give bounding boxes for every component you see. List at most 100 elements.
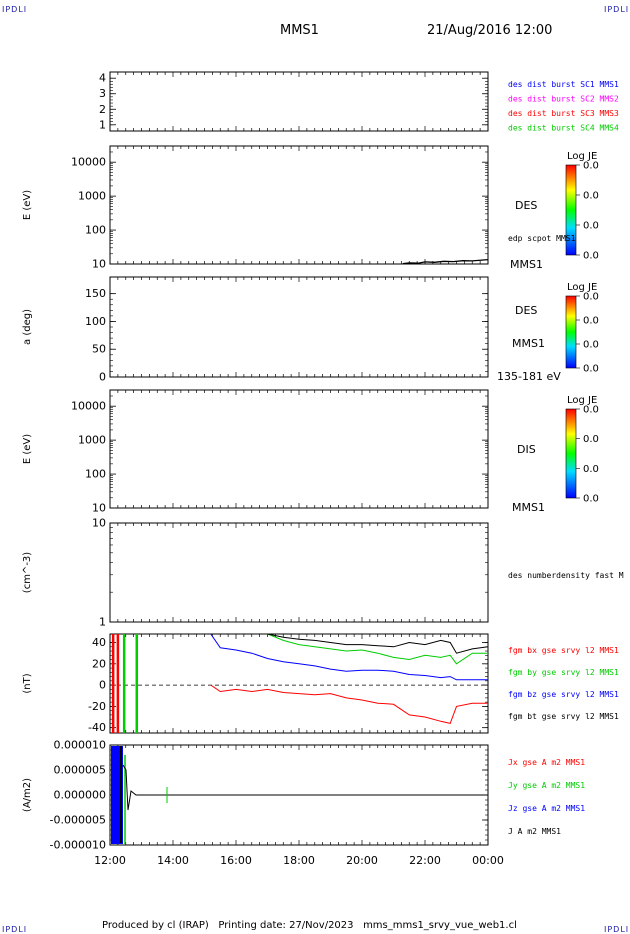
legend-entry: des dist burst SC1 MMS1 — [508, 80, 619, 89]
footer-produced-by: Produced by cl (IRAP) — [102, 920, 209, 931]
series-line — [210, 633, 488, 681]
y-axis-label: E (eV) — [22, 190, 33, 220]
colorbar-title: Log JE — [567, 282, 597, 293]
x-tick-label: 14:00 — [157, 854, 189, 867]
x-tick-label: 18:00 — [283, 854, 315, 867]
y-tick-label: 10 — [92, 258, 106, 271]
series-line — [267, 633, 488, 665]
colorbar-tick-label: 0.0 — [583, 251, 599, 262]
panel-frame — [109, 389, 489, 509]
y-tick-label: 100 — [85, 224, 106, 237]
header-corner-left: IPDLI — [2, 5, 28, 14]
y-tick-label: 50 — [92, 343, 106, 356]
y-tick-label: 1 — [99, 118, 106, 131]
colorbar — [565, 408, 577, 499]
legend-entry: Jx gse A m2 MMS1 — [508, 758, 585, 767]
header-corner-right: IPDLI — [604, 5, 630, 14]
y-tick-label: 0 — [99, 371, 106, 384]
panel-right-label: DIS — [517, 443, 536, 456]
x-tick-label: 22:00 — [409, 854, 441, 867]
legend-entry: fgm by gse srvy l2 MMS1 — [508, 668, 619, 677]
panel-right-label: 135-181 eV — [497, 370, 561, 383]
y-tick-label: 10000 — [71, 400, 106, 413]
colorbar-tick-label: 0.0 — [583, 292, 599, 303]
colorbar-tick-label: 0.0 — [583, 494, 599, 505]
legend-entry: des dist burst SC2 MMS2 — [508, 95, 619, 104]
legend-entry: Jz gse A m2 MMS1 — [508, 804, 585, 813]
series-label: des numberdensity fast M — [508, 571, 624, 580]
footer-corner-left: IPDLI — [2, 925, 28, 934]
y-tick-label: 1000 — [78, 434, 106, 447]
footer-file-name: mms_mms1_srvy_vue_web1.cl — [363, 920, 517, 931]
y-tick-label: 10 — [92, 502, 106, 515]
y-tick-label: 0.000000 — [54, 789, 107, 802]
colorbar-tick-label: 0.0 — [583, 161, 599, 172]
y-tick-label: 1 — [99, 616, 106, 629]
panel-frame — [109, 71, 489, 132]
y-tick-label: 10 — [92, 517, 106, 530]
colorbar-tick-label: 0.0 — [583, 364, 599, 375]
colorbar-tick-label: 0.0 — [583, 340, 599, 351]
series-line — [267, 633, 489, 654]
y-tick-label: -0.000005 — [50, 814, 106, 827]
panel-frame — [109, 522, 489, 623]
colorbar — [565, 164, 577, 256]
series-line — [402, 258, 489, 265]
footer-text: Produced by cl (IRAP) Printing date: 27/… — [102, 920, 517, 931]
legend-entry: Jy gse A m2 MMS1 — [508, 781, 585, 790]
footer-printing-date: Printing date: 27/Nov/2023 — [218, 920, 354, 931]
panel-frame — [109, 633, 489, 734]
x-tick-label: 00:00 — [472, 854, 504, 867]
y-tick-label: 3 — [99, 87, 106, 100]
y-tick-label: 4 — [99, 72, 106, 85]
datetime-title: 21/Aug/2016 12:00 — [427, 23, 553, 38]
y-tick-label: 10000 — [71, 156, 106, 169]
colorbar-tick-label: 0.0 — [583, 405, 599, 416]
panel-right-label: MMS1 — [512, 337, 545, 350]
y-tick-label: 0.000010 — [54, 739, 107, 752]
y-tick-label: 100 — [85, 315, 106, 328]
colorbar — [565, 295, 577, 369]
colorbar-tick-label: 0.0 — [583, 221, 599, 232]
legend-entry: fgm bz gse srvy l2 MMS1 — [508, 690, 619, 699]
y-tick-label: -0.000010 — [50, 839, 106, 852]
x-tick-label: 12:00 — [94, 854, 126, 867]
y-tick-label: 2 — [99, 103, 106, 116]
y-tick-label: 0.000005 — [54, 764, 107, 777]
colorbar-title: Log JE — [567, 395, 597, 406]
y-axis-label: a (deg) — [22, 309, 33, 345]
y-tick-label: -40 — [88, 721, 106, 734]
legend-entry: des dist burst SC3 MMS3 — [508, 109, 619, 118]
y-tick-label: 40 — [92, 636, 106, 649]
legend-entry: J A m2 MMS1 — [508, 827, 561, 836]
y-tick-label: 20 — [92, 657, 106, 670]
colorbar-title: Log JE — [567, 151, 597, 162]
series-line — [122, 764, 488, 811]
y-tick-label: 150 — [85, 287, 106, 300]
legend-entry: fgm bx gse srvy l2 MMS1 — [508, 646, 619, 655]
y-axis-label: (cm^-3) — [22, 552, 33, 593]
panel-right-label: MMS1 — [510, 258, 543, 271]
colorbar-tick-label: 0.0 — [583, 191, 599, 202]
mission-title: MMS1 — [280, 23, 319, 38]
y-axis-label: (A/m2) — [22, 778, 33, 812]
panel-frame — [109, 145, 489, 265]
y-tick-label: 100 — [85, 468, 106, 481]
y-axis-label: (nT) — [22, 673, 33, 693]
panel-right-label: MMS1 — [512, 501, 545, 514]
panel-right-label: DES — [515, 199, 537, 212]
legend-entry: fgm bt gse srvy l2 MMS1 — [508, 712, 619, 721]
colorbar-tick-label: 0.0 — [583, 316, 599, 327]
y-tick-label: 0 — [99, 679, 106, 692]
panel-right-label: DES — [515, 304, 537, 317]
y-axis-label: E (eV) — [22, 434, 33, 464]
series-line — [210, 684, 488, 724]
panel-frame — [109, 276, 489, 378]
y-tick-label: -20 — [88, 700, 106, 713]
x-tick-label: 20:00 — [346, 854, 378, 867]
overlay-label: edp scpot MMS1 — [508, 234, 576, 243]
y-tick-label: 1000 — [78, 190, 106, 203]
legend-entry: des dist burst SC4 MMS4 — [508, 124, 619, 133]
colorbar-tick-label: 0.0 — [583, 464, 599, 475]
